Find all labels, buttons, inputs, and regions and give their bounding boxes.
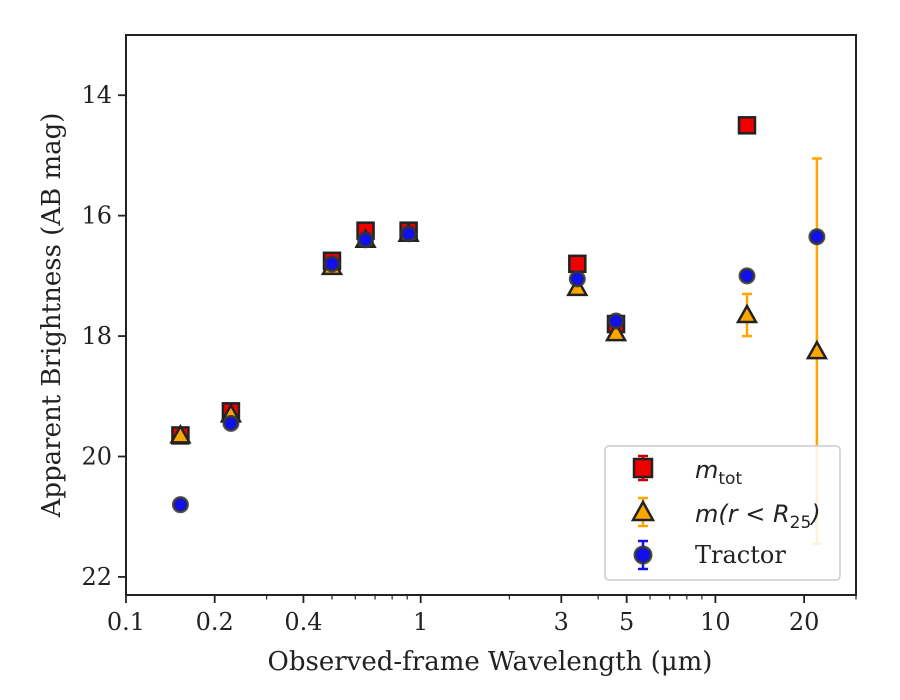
data-point	[735, 303, 759, 324]
legend-label-mr25-tail: )	[809, 500, 820, 528]
legend-label-tractor: Tractor	[695, 541, 786, 569]
legend-label-mr25-sub: 25	[790, 513, 812, 533]
x-tick-label: 0.4	[284, 608, 322, 636]
data-point	[738, 267, 756, 285]
data-point	[171, 496, 189, 514]
data-point	[323, 255, 341, 273]
y-tick-label: 20	[81, 443, 112, 471]
y-tick-label: 14	[81, 81, 112, 109]
axis-ticks: 0.1 0.2 0.4 1 3 5 10 20 14 16 18 20 22	[81, 81, 857, 636]
x-tick-label: 3	[554, 608, 569, 636]
series-2	[171, 225, 826, 514]
series-0	[171, 116, 757, 445]
legend: mtot m(r < R25) Tractor	[604, 445, 841, 581]
data-point	[737, 116, 757, 135]
x-tick-label: 0.1	[107, 608, 145, 636]
legend-marker-tractor	[633, 539, 653, 571]
y-tick-label: 22	[81, 563, 112, 591]
x-axis-label: Observed-frame Wavelength (μm)	[268, 647, 713, 677]
data-point	[222, 414, 240, 432]
chart-marks	[169, 116, 829, 546]
x-tick-label: 1	[413, 608, 428, 636]
legend-marker-mr25	[630, 496, 656, 528]
data-point	[808, 228, 826, 246]
legend-box	[604, 445, 841, 581]
data-point	[400, 225, 418, 243]
y-tick-label: 18	[81, 322, 112, 350]
plot-frame	[125, 34, 857, 596]
data-point	[169, 423, 192, 444]
y-tick-label: 16	[81, 202, 112, 230]
legend-marker-mtot	[632, 454, 654, 482]
legend-label-mtot-main: m	[695, 456, 718, 484]
x-tick-label: 10	[700, 608, 731, 636]
x-tick-label: 20	[789, 608, 820, 636]
legend-label-mr25-main: m(r < R	[695, 500, 790, 528]
data-point	[805, 339, 829, 360]
data-point	[357, 231, 375, 249]
legend-label-mtot: mtot	[695, 456, 742, 489]
legend-label-mr25: m(r < R25)	[695, 500, 821, 533]
x-tick-label: 0.2	[196, 608, 234, 636]
data-point	[607, 312, 625, 330]
legend-label-mtot-sub: tot	[718, 469, 742, 489]
data-point	[568, 270, 586, 288]
y-axis-label: Apparent Brightness (AB mag)	[37, 113, 67, 519]
data-point	[604, 321, 628, 342]
x-tick-label: 5	[619, 608, 634, 636]
data-point	[568, 254, 587, 274]
